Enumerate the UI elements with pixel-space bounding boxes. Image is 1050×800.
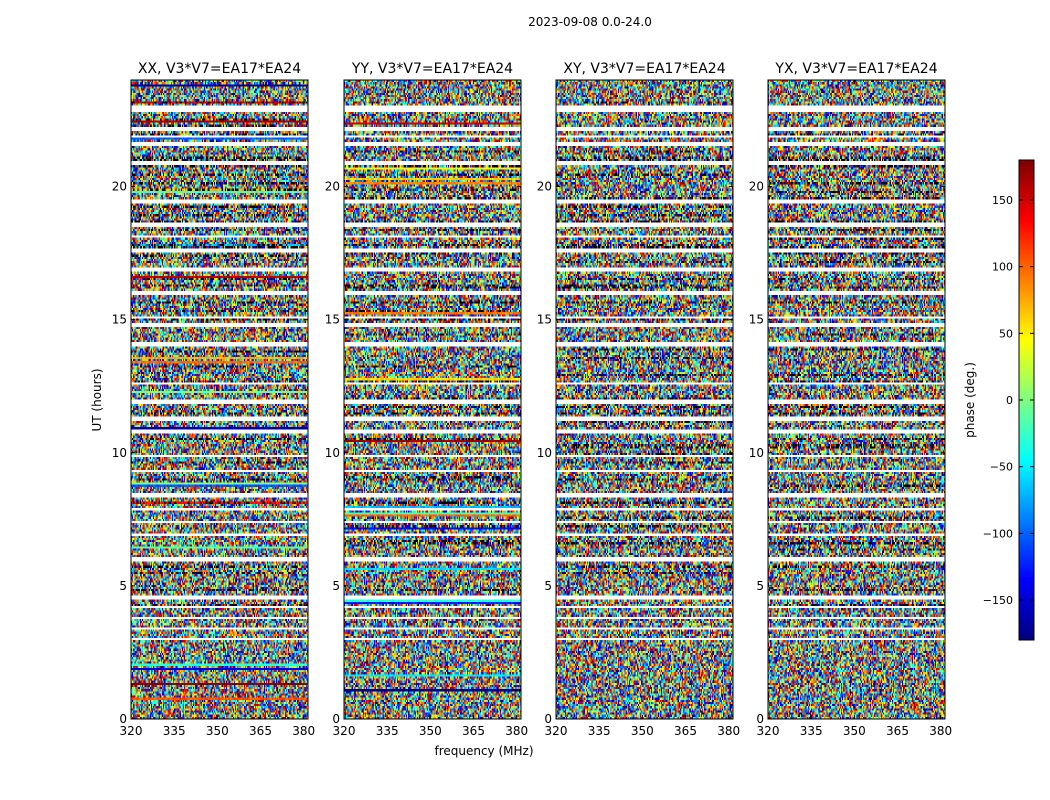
x-tick-label: 320: [120, 724, 143, 738]
colorbar-ticks: 150 100 50 0 −50 −100 −150: [983, 159, 1035, 641]
x-tick-label: 350: [206, 724, 229, 738]
heatmap-yx: [768, 80, 945, 719]
x-tick-label: 350: [631, 724, 654, 738]
x-tick-label: 335: [376, 724, 399, 738]
colorbar-tick-label: 0: [1006, 394, 1013, 407]
heatmap-xx: [131, 80, 308, 719]
panel-title-xx: XX, V3*V7=EA17*EA24: [138, 61, 301, 77]
colorbar-tick-label: −50: [990, 461, 1013, 474]
y-tick-label: 15: [112, 313, 127, 327]
x-axis-label: frequency (MHz): [434, 744, 533, 758]
panel-title-xy: XY, V3*V7=EA17*EA24: [563, 61, 725, 77]
y-tick-label: 5: [332, 579, 340, 593]
panel-frame-xx: [130, 79, 309, 720]
x-tick-label: 320: [333, 724, 356, 738]
y-tick-label: 10: [749, 446, 764, 460]
colorbar-tick-label: 150: [992, 194, 1013, 207]
y-tick-label: 15: [325, 313, 340, 327]
panel-frame-yy: [343, 79, 522, 720]
y-tick-label: 10: [325, 446, 340, 460]
x-tick-label: 320: [757, 724, 780, 738]
colorbar-label: phase (deg.): [963, 362, 977, 438]
x-tick-label: 335: [588, 724, 611, 738]
x-tick-label: 335: [163, 724, 186, 738]
panel-frame-yx: [767, 79, 946, 720]
colorbar-tick-label: 50: [999, 327, 1013, 340]
x-tick-label: 365: [249, 724, 272, 738]
y-tick-label: 10: [537, 446, 552, 460]
axes-layer: XX, V3*V7=EA17*EA24 320 335 350 365 380 0 5 10 15…: [112, 61, 952, 738]
x-tick-label: 365: [462, 724, 485, 738]
x-tick-label: 380: [717, 724, 740, 738]
y-tick-label: 15: [749, 313, 764, 327]
x-tick-label: 335: [800, 724, 823, 738]
y-tick-label: 5: [119, 579, 127, 593]
y-tick-label: 15: [537, 313, 552, 327]
y-tick-label: 5: [544, 579, 552, 593]
panel-title-yy: YY, V3*V7=EA17*EA24: [351, 61, 513, 77]
x-tick-label: 380: [929, 724, 952, 738]
heatmap-yy: [344, 80, 521, 719]
y-tick-label: 20: [749, 180, 764, 194]
chart-suptitle: 2023-09-08 0.0-24.0: [528, 15, 652, 29]
x-tick-label: 350: [843, 724, 866, 738]
y-tick-label: 0: [756, 712, 764, 726]
colorbar-tick-label: −100: [983, 527, 1013, 540]
y-axis-label: UT (hours): [90, 368, 104, 431]
heatmap-xy: [556, 80, 733, 719]
colorbar-tick-label: −150: [983, 594, 1013, 607]
y-tick-label: 0: [544, 712, 552, 726]
colorbar-tick-label: 100: [992, 261, 1013, 274]
panel-frame-xy: [555, 79, 734, 720]
y-tick-label: 5: [756, 579, 764, 593]
panel-title-yx: YX, V3*V7=EA17*EA24: [774, 61, 937, 77]
y-tick-label: 0: [119, 712, 127, 726]
y-tick-label: 20: [537, 180, 552, 194]
y-tick-label: 20: [325, 180, 340, 194]
colorbar-gradient: [1019, 160, 1034, 640]
y-tick-label: 10: [112, 446, 127, 460]
x-tick-label: 365: [674, 724, 697, 738]
y-tick-label: 20: [112, 180, 127, 194]
y-tick-label: 0: [332, 712, 340, 726]
x-tick-label: 380: [505, 724, 528, 738]
x-tick-label: 320: [545, 724, 568, 738]
x-tick-label: 365: [886, 724, 909, 738]
x-tick-label: 350: [419, 724, 442, 738]
x-tick-label: 380: [292, 724, 315, 738]
